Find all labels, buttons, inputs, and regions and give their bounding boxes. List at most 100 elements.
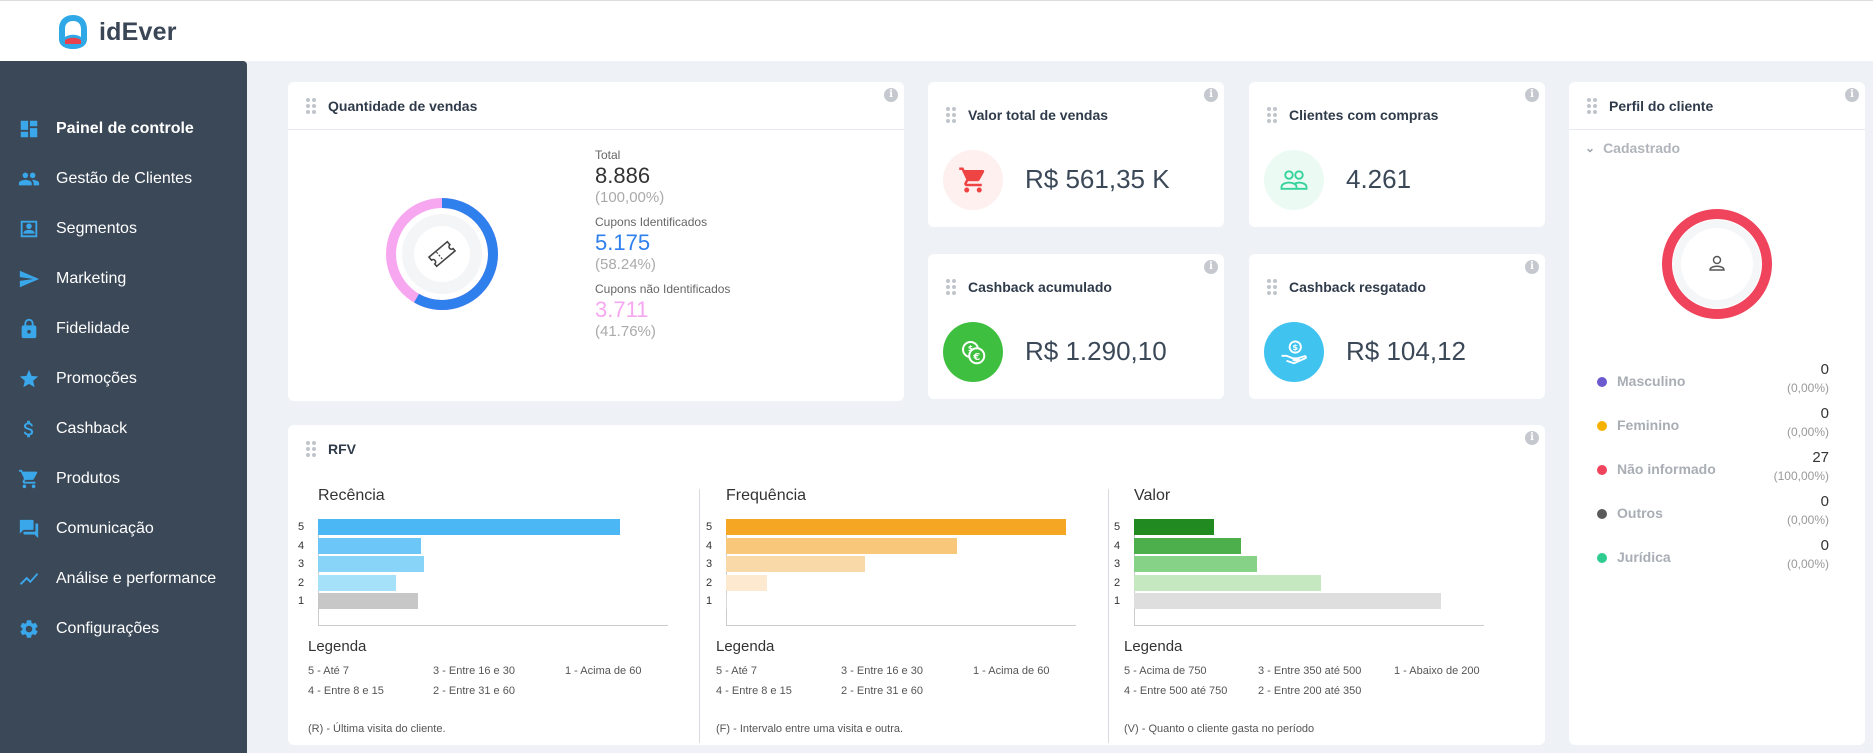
recencia-bars: 5 4 3 2 1 bbox=[298, 519, 678, 627]
card-header: Cashback acumulado bbox=[928, 254, 1224, 320]
clientes-card: Clientes com compras i 4.261 bbox=[1249, 82, 1545, 227]
info-icon[interactable]: i bbox=[1525, 88, 1539, 102]
bar[interactable] bbox=[726, 556, 866, 572]
sidebar-item-configuracoes[interactable]: Configurações bbox=[0, 604, 247, 654]
nao-ident-value: 3.711 bbox=[595, 297, 649, 322]
perfil-row: Feminino 0 (0,00%) bbox=[1597, 405, 1829, 451]
chart-title: Valor bbox=[1134, 487, 1171, 504]
drag-handle-icon[interactable] bbox=[1267, 279, 1277, 295]
sidebar-item-segmentos[interactable]: Segmentos bbox=[0, 204, 247, 254]
sidebar-item-label: Gestão de Clientes bbox=[56, 170, 193, 187]
tick-label: 1 bbox=[706, 595, 713, 607]
legend-item: 1 - Acima de 60 bbox=[565, 665, 642, 677]
sidebar-item-marketing[interactable]: Marketing bbox=[0, 254, 247, 304]
cashback-acumulado-card: Cashback acumulado i € $ R$ 1.290,10 bbox=[928, 254, 1224, 399]
info-icon[interactable]: i bbox=[1204, 260, 1218, 274]
tick-label: 5 bbox=[1114, 521, 1121, 533]
perfil-row: Não informado 27 (100,00%) bbox=[1597, 449, 1829, 495]
brand-logo[interactable]: idEver bbox=[55, 13, 177, 51]
bar[interactable] bbox=[318, 574, 397, 591]
bar[interactable] bbox=[318, 519, 620, 535]
legend-title: Legenda bbox=[308, 638, 367, 655]
legend-item: 5 - Acima de 750 bbox=[1124, 665, 1207, 677]
bar[interactable] bbox=[1134, 556, 1257, 572]
legend-dot bbox=[1597, 377, 1607, 387]
legend-note: (V) - Quanto o cliente gasta no período bbox=[1124, 723, 1315, 735]
metric-value: R$ 561,35 K bbox=[1025, 164, 1170, 194]
legend-item: 2 - Entre 200 até 350 bbox=[1258, 685, 1362, 697]
bar[interactable] bbox=[1134, 574, 1322, 591]
sidebar: Painel de controle Gestão de Clientes Se… bbox=[0, 61, 247, 753]
rfv-recencia: Recência 5 4 3 2 1 Legenda 5 - Até 7 3 - Ent… bbox=[288, 481, 688, 741]
people-icon bbox=[17, 167, 41, 191]
bar[interactable] bbox=[1134, 593, 1442, 609]
legend-note: (F) - Intervalo entre uma visita e outra… bbox=[716, 723, 904, 735]
legend-item: 4 - Entre 500 até 750 bbox=[1124, 685, 1228, 697]
perfil-count: 0 bbox=[1820, 537, 1829, 554]
bar[interactable] bbox=[1134, 537, 1242, 554]
legend-item: 4 - Entre 8 e 15 bbox=[716, 685, 792, 697]
metric-value: 4.261 bbox=[1346, 164, 1412, 194]
info-icon[interactable]: i bbox=[1845, 88, 1859, 102]
drag-handle-icon[interactable] bbox=[306, 97, 316, 114]
sidebar-item-analise[interactable]: Análise e performance bbox=[0, 554, 247, 604]
bar[interactable] bbox=[1134, 519, 1214, 535]
info-icon[interactable]: i bbox=[884, 88, 898, 102]
info-icon[interactable]: i bbox=[1525, 431, 1539, 445]
bar[interactable] bbox=[318, 593, 418, 609]
sidebar-item-label: Promoções bbox=[56, 370, 137, 387]
bar[interactable] bbox=[726, 574, 767, 591]
bar-row: 4 bbox=[298, 537, 421, 554]
sidebar-item-gestao-clientes[interactable]: Gestão de Clientes bbox=[0, 154, 247, 204]
bar[interactable] bbox=[726, 537, 958, 554]
tick-label: 4 bbox=[706, 539, 713, 552]
coins-icon: € $ bbox=[943, 322, 1003, 382]
bar-row: 3 bbox=[706, 556, 866, 572]
sidebar-item-label: Fidelidade bbox=[56, 320, 130, 337]
tick-label: 3 bbox=[298, 558, 305, 570]
divider bbox=[1108, 489, 1109, 743]
trend-icon bbox=[17, 567, 41, 591]
rfv-card: RFV i Recência 5 4 3 2 1 Legenda 5 - Até 7 3… bbox=[288, 425, 1545, 745]
sidebar-item-produtos[interactable]: Produtos bbox=[0, 454, 247, 504]
bar[interactable] bbox=[318, 556, 424, 572]
metric-value: R$ 1.290,10 bbox=[1025, 336, 1167, 366]
drag-handle-icon[interactable] bbox=[1587, 97, 1597, 114]
card-title: Clientes com compras bbox=[1289, 107, 1439, 123]
total-label: Total bbox=[595, 148, 621, 162]
bar[interactable] bbox=[726, 593, 728, 609]
perfil-pct: (0,00%) bbox=[1786, 513, 1829, 527]
card-title: Cashback resgatado bbox=[1289, 279, 1426, 295]
chevron-down-icon: ⌄ bbox=[1585, 141, 1596, 155]
bar[interactable] bbox=[318, 537, 421, 554]
chart-title: Recência bbox=[318, 487, 385, 504]
info-icon[interactable]: i bbox=[1525, 260, 1539, 274]
section-toggle[interactable]: ⌄ Cadastrado bbox=[1585, 140, 1680, 156]
drag-handle-icon[interactable] bbox=[946, 107, 956, 123]
sidebar-item-comunicacao[interactable]: Comunicação bbox=[0, 504, 247, 554]
sidebar-item-fidelidade[interactable]: Fidelidade bbox=[0, 304, 247, 354]
tick-label: 4 bbox=[1114, 539, 1121, 552]
sidebar-item-painel[interactable]: Painel de controle bbox=[0, 104, 247, 154]
perfil-donut bbox=[1660, 207, 1774, 321]
legend-item: 4 - Entre 8 e 15 bbox=[308, 685, 384, 697]
card-title: Cashback acumulado bbox=[968, 279, 1112, 295]
legend-item: 2 - Entre 31 e 60 bbox=[841, 685, 923, 697]
legend-item: 3 - Entre 350 até 500 bbox=[1258, 665, 1362, 677]
sidebar-item-cashback[interactable]: Cashback bbox=[0, 404, 247, 454]
card-title: RFV bbox=[328, 441, 356, 457]
drag-handle-icon[interactable] bbox=[946, 279, 956, 295]
drag-handle-icon[interactable] bbox=[306, 441, 316, 457]
bar-row: 5 bbox=[298, 519, 620, 535]
bar[interactable] bbox=[726, 519, 1066, 535]
perfil-count: 0 bbox=[1820, 361, 1829, 378]
info-icon[interactable]: i bbox=[1204, 88, 1218, 102]
lock-icon bbox=[17, 317, 41, 341]
legend-note: (R) - Última visita do cliente. bbox=[308, 723, 446, 735]
drag-handle-icon[interactable] bbox=[1267, 107, 1277, 123]
legend-item: 5 - Até 7 bbox=[308, 665, 349, 677]
y-axis bbox=[318, 519, 319, 626]
vendas-stats: Total 8.886 (100,00%) Cupons Identificad… bbox=[595, 148, 795, 349]
legend-item: 5 - Até 7 bbox=[716, 665, 757, 677]
sidebar-item-promocoes[interactable]: Promoções bbox=[0, 354, 247, 404]
